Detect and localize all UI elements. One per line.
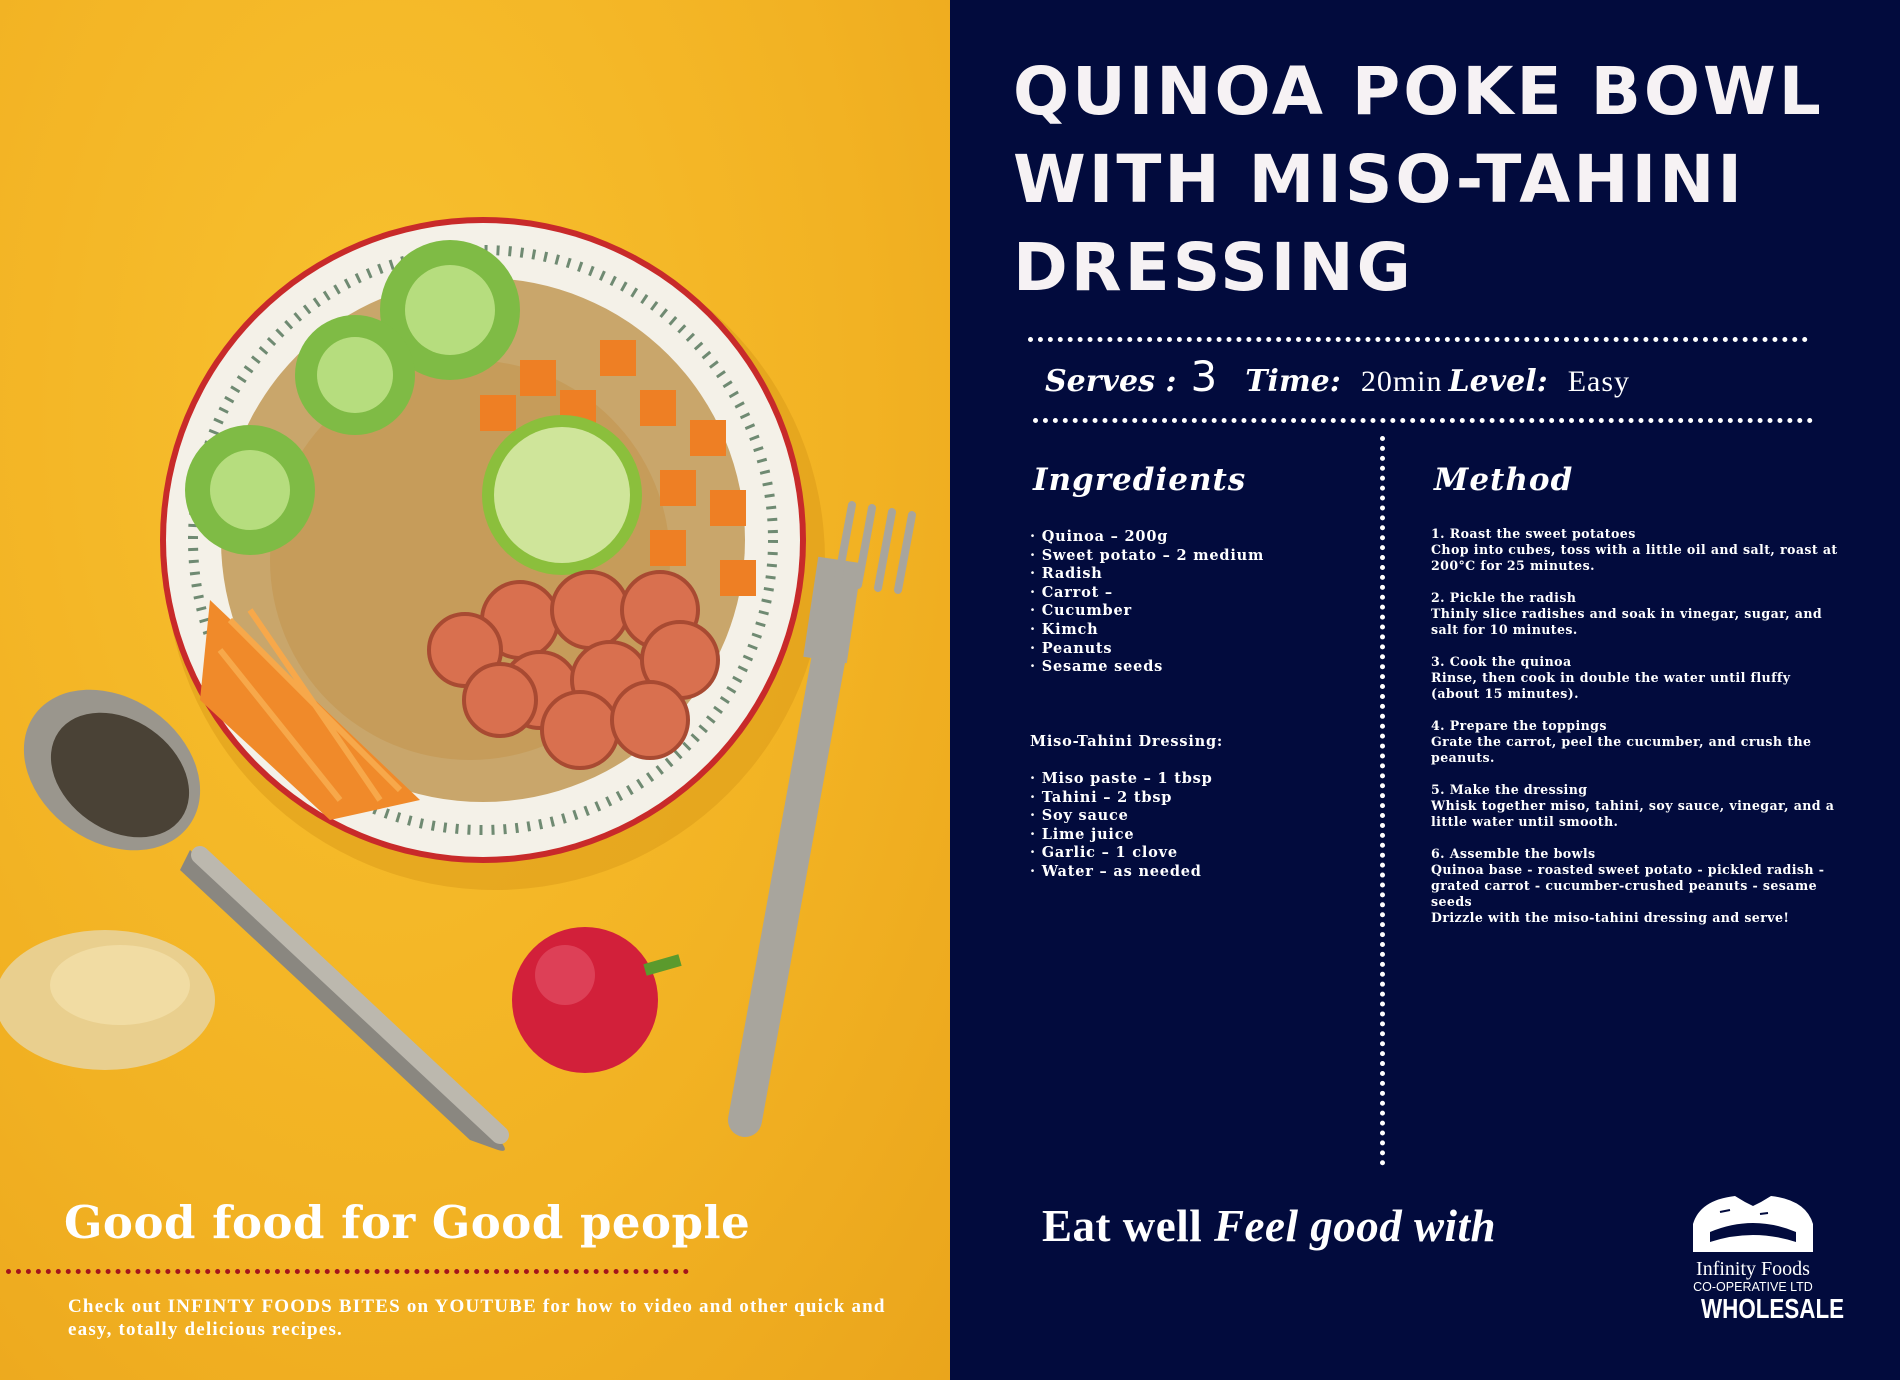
logo-line-3: WHOLESALE (1701, 1293, 1845, 1324)
method-step: 3. Cook the quinoa Rinse, then cook in do… (1431, 654, 1841, 702)
ingredient-item: Radish (1030, 565, 1264, 584)
ingredients-list: Quinoa – 200g Sweet potato – 2 medium Ra… (1030, 528, 1264, 677)
red-dotted-divider (6, 1269, 689, 1274)
infinity-foods-logo: Infinity Foods CO-OPERATIVE LTD WHOLESAL… (1688, 1192, 1845, 1324)
landscape-logo-icon (1693, 1196, 1813, 1252)
recipe-meta: Serves : 3 Time: 20min Level: Easy (1045, 352, 1636, 401)
step-title: 5. Make the dressing (1431, 782, 1588, 797)
time-label: Time: (1245, 364, 1341, 399)
step-text: Grate the carrot, peel the cucumber, and… (1431, 734, 1812, 765)
step-text: Chop into cubes, toss with a little oil … (1431, 542, 1838, 573)
step-text: Rinse, then cook in double the water unt… (1431, 670, 1791, 701)
step-title: 6. Assemble the bowls (1431, 846, 1596, 861)
method-step: 1. Roast the sweet potatoes Chop into cub… (1431, 526, 1841, 574)
ingredient-item: Sweet potato – 2 medium (1030, 547, 1264, 566)
title-line: Dressing (1013, 229, 1414, 306)
radish (512, 927, 682, 1073)
tagline-left: Good food for Good people (64, 1196, 751, 1249)
step-text: Quinoa base - roasted sweet potato - pic… (1431, 862, 1825, 909)
dressing-item: Garlic – 1 clove (1030, 844, 1213, 863)
method-step: 5. Make the dressing Whisk together miso,… (1431, 782, 1841, 830)
method-step: 4. Prepare the toppings Grate the carrot,… (1431, 718, 1841, 766)
step-text: Whisk together miso, tahini, soy sauce, … (1431, 798, 1835, 829)
title-line: with Miso-Tahini (1013, 141, 1745, 218)
recipe-title: Quinoa Poke Bowl with Miso-Tahini Dressi… (1013, 48, 1893, 312)
method-step: 6. Assemble the bowls Quinoa base - roast… (1431, 846, 1841, 926)
eat-well: Eat well (1042, 1201, 1203, 1251)
ingredient-item: Sesame seeds (1030, 658, 1264, 677)
method-step: 2. Pickle the radish Thinly slice radishe… (1431, 590, 1841, 638)
dressing-item: Miso paste – 1 tbsp (1030, 770, 1213, 789)
step-text: Thinly slice radishes and soak in vinega… (1431, 606, 1823, 637)
youtube-promo-text: Check out INFINTY FOODS BITES on YOUTUBE… (68, 1296, 886, 1340)
method-steps: 1. Roast the sweet potatoes Chop into cub… (1431, 526, 1841, 942)
dressing-item: Water – as needed (1030, 863, 1213, 882)
ingredient-item: Kimch (1030, 621, 1264, 640)
serves-value: 3 (1190, 352, 1218, 401)
food-photo (0, 217, 916, 1151)
vertical-dotted-divider (1380, 436, 1385, 1166)
ingredients-heading: Ingredients (1033, 462, 1247, 498)
step-title: 3. Cook the quinoa (1431, 654, 1572, 669)
title-line: Quinoa Poke Bowl (1013, 53, 1824, 130)
ingredient-item: Peanuts (1030, 640, 1264, 659)
tagline-right: Eat well Feel good with (1042, 1200, 1496, 1252)
dotted-divider (1033, 418, 1813, 423)
recipe-panel: Quinoa Poke Bowl with Miso-Tahini Dressi… (950, 0, 1900, 1380)
dressing-item: Lime juice (1030, 826, 1213, 845)
ingredient-item: Carrot – (1030, 584, 1264, 603)
step-title: 2. Pickle the radish (1431, 590, 1577, 605)
photo-panel: Good food for Good people Check out INFI… (0, 0, 950, 1380)
ingredient-item: Quinoa – 200g (1030, 528, 1264, 547)
poke-bowl (160, 217, 806, 863)
dressing-item: Tahini – 2 tbsp (1030, 789, 1213, 808)
dressing-heading: Miso-Tahini Dressing: (1030, 733, 1224, 750)
fork (728, 501, 916, 1137)
quinoa-pile (0, 930, 215, 1070)
logo-line-1: Infinity Foods (1696, 1258, 1810, 1280)
dressing-item: Soy sauce (1030, 807, 1213, 826)
step-title: 4. Prepare the toppings (1431, 718, 1607, 733)
serves-label: Serves : (1045, 364, 1177, 399)
step-extra: Drizzle with the miso-tahini dressing an… (1431, 910, 1790, 925)
feel-good: Feel good with (1213, 1201, 1496, 1251)
dotted-divider (1028, 337, 1808, 342)
ingredient-item: Cucumber (1030, 602, 1264, 621)
dressing-list: Miso paste – 1 tbsp Tahini – 2 tbsp Soy … (1030, 770, 1213, 882)
logo-line-2: CO-OPERATIVE LTD (1693, 1280, 1813, 1294)
spoon (23, 689, 509, 1151)
level-label: Level: (1448, 364, 1548, 399)
time-value: 20min (1360, 365, 1443, 398)
step-title: 1. Roast the sweet potatoes (1431, 526, 1636, 541)
level-value: Easy (1567, 365, 1631, 398)
method-heading: Method (1434, 462, 1574, 498)
